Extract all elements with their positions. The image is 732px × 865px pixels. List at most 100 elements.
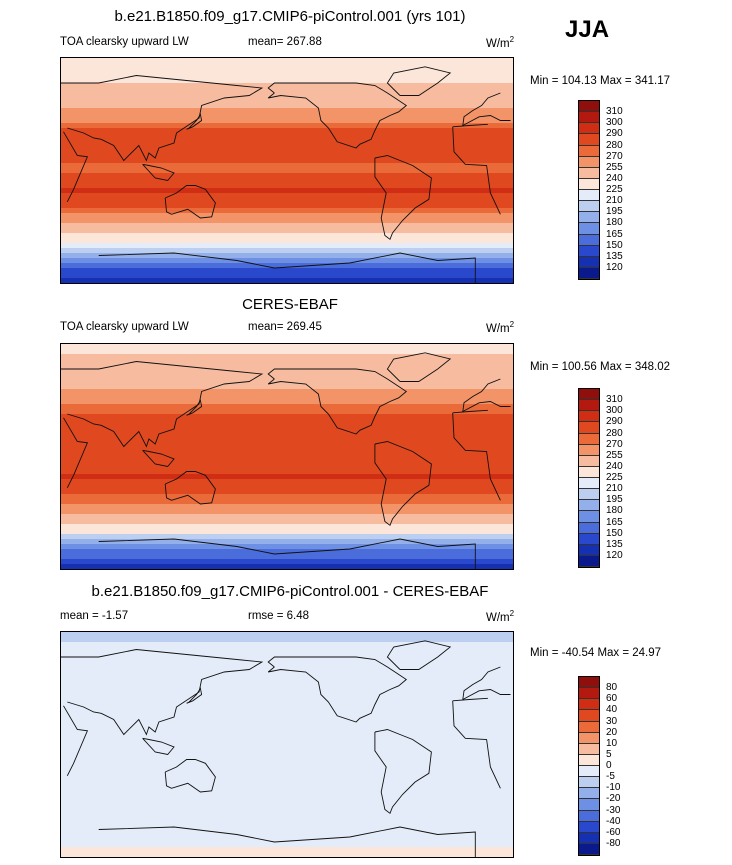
map-zonal-band <box>61 399 513 405</box>
colorbar-swatch <box>579 145 599 157</box>
coastline <box>61 649 264 736</box>
panel-1-title: b.e21.B1850.f09_g17.CMIP6-piControl.001 … <box>114 8 466 25</box>
map-zonal-band <box>61 474 513 480</box>
map-zonal-band <box>61 178 513 184</box>
map-zonal-band <box>61 747 513 753</box>
panel-3-map <box>60 631 514 858</box>
map-zonal-band <box>61 218 513 224</box>
map-zonal-band <box>61 717 513 723</box>
colorbar-swatch <box>579 112 599 124</box>
map-zonal-band <box>61 697 513 703</box>
colorbar-tick-label: 20 <box>606 726 618 738</box>
colorbar-swatch <box>579 400 599 412</box>
map-zonal-band <box>61 732 513 738</box>
map-zonal-band <box>61 68 513 74</box>
coastline <box>452 697 488 702</box>
map-zonal-band <box>61 554 513 560</box>
colorbar-tick-label: 270 <box>606 438 623 450</box>
coastline <box>386 640 452 670</box>
colorbar-swatch <box>579 555 599 567</box>
coastline <box>186 399 203 416</box>
season-label: JJA <box>565 16 610 43</box>
colorbar-tick-label: 195 <box>606 206 623 218</box>
colorbar-tick-label: 210 <box>606 195 623 207</box>
map-zonal-band <box>61 374 513 380</box>
panel-1-colorbar <box>578 100 600 280</box>
colorbar-tick-label: 80 <box>606 682 618 694</box>
coastline <box>452 409 488 414</box>
map-zonal-band <box>61 702 513 708</box>
colorbar-swatch <box>579 489 599 501</box>
colorbar-swatch <box>579 799 599 811</box>
map-zonal-band <box>61 852 513 857</box>
map-zonal-band <box>61 792 513 798</box>
panel-3-rmse: rmse = 6.48 <box>248 610 310 622</box>
colorbar-swatch <box>579 522 599 534</box>
map-zonal-band <box>61 832 513 838</box>
colorbar-tick-label: 30 <box>606 715 618 727</box>
colorbar-tick-label: 270 <box>606 150 623 162</box>
panel-2-units: W/m2 <box>486 320 515 335</box>
map-zonal-band <box>61 344 513 350</box>
colorbar-tick-label: 255 <box>606 161 623 173</box>
coastline <box>452 700 501 789</box>
colorbar-swatch <box>579 743 599 755</box>
coastline <box>98 538 476 569</box>
coastline <box>452 123 488 128</box>
coastline <box>386 352 452 382</box>
coastline <box>186 687 203 704</box>
map-zonal-band <box>61 767 513 773</box>
colorbar-swatch <box>579 256 599 268</box>
panel-1-units: W/m2 <box>486 35 515 50</box>
map-zonal-band <box>61 198 513 204</box>
coastline <box>267 656 408 723</box>
map-zonal-band <box>61 88 513 94</box>
map-zonal-band <box>61 459 513 465</box>
map-zonal-band <box>61 464 513 470</box>
map-zonal-band <box>61 213 513 219</box>
map-zonal-band <box>61 429 513 435</box>
map-zonal-band <box>61 364 513 370</box>
map-zonal-band <box>61 564 513 569</box>
map-zonal-band <box>61 727 513 733</box>
map-zonal-band <box>61 278 513 283</box>
colorbar-tick-label: 280 <box>606 427 623 439</box>
panel-3-mean: mean = -1.57 <box>60 610 129 622</box>
colorbar-swatch <box>579 732 599 744</box>
colorbar-tick-label: 210 <box>606 483 623 495</box>
map-zonal-band <box>61 449 513 455</box>
colorbar-tick-label: 240 <box>606 172 623 184</box>
colorbar-tick-label: 300 <box>606 405 623 417</box>
colorbar-tick-label: 120 <box>606 549 623 561</box>
coastline <box>61 361 264 448</box>
panel-2-map <box>60 343 514 570</box>
map-zonal-band <box>61 153 513 159</box>
coastline <box>63 417 89 489</box>
coastline <box>462 92 501 126</box>
colorbar-swatch <box>579 821 599 833</box>
coastline <box>98 252 476 283</box>
map-zonal-band <box>61 534 513 540</box>
colorbar-swatch <box>579 466 599 478</box>
colorbar-swatch <box>579 788 599 800</box>
colorbar-swatch <box>579 699 599 711</box>
colorbar-swatch <box>579 101 599 113</box>
colorbar-tick-label: -20 <box>606 793 621 805</box>
map-zonal-band <box>61 722 513 728</box>
map-zonal-band <box>61 539 513 545</box>
colorbar-swatch <box>579 710 599 722</box>
map-zonal-band <box>61 233 513 239</box>
colorbar-swatch <box>579 766 599 778</box>
colorbar-swatch <box>579 832 599 844</box>
map-zonal-band <box>61 772 513 778</box>
map-zonal-band <box>61 509 513 515</box>
map-zonal-band <box>61 128 513 134</box>
coastline <box>374 729 432 815</box>
map-zonal-band <box>61 389 513 395</box>
map-zonal-band <box>61 444 513 450</box>
map-zonal-band <box>61 78 513 84</box>
map-zonal-band <box>61 652 513 658</box>
map-zonal-band <box>61 454 513 460</box>
map-zonal-band <box>61 273 513 279</box>
map-zonal-band <box>61 349 513 355</box>
